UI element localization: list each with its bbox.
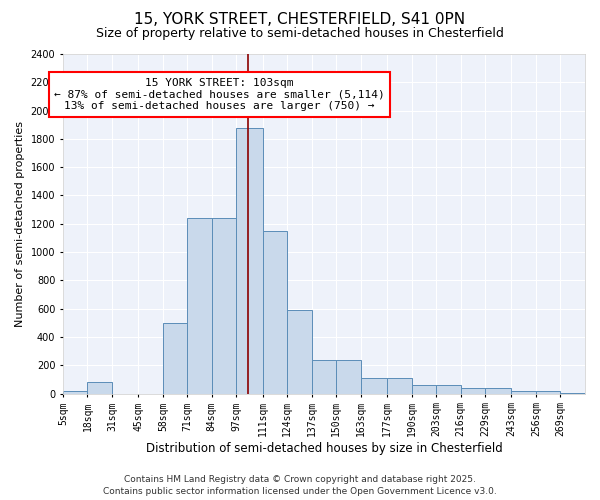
Bar [163, 323, 187, 394]
Text: Contains HM Land Registry data © Crown copyright and database right 2025.
Contai: Contains HM Land Registry data © Crown c… [103, 475, 497, 496]
Bar [212, 218, 236, 394]
Bar [436, 385, 461, 394]
Bar [63, 390, 88, 394]
Bar [536, 390, 560, 394]
Bar [236, 128, 263, 394]
Bar [485, 388, 511, 394]
Bar [287, 310, 312, 394]
Y-axis label: Number of semi-detached properties: Number of semi-detached properties [15, 121, 25, 327]
Text: 15 YORK STREET: 103sqm
← 87% of semi-detached houses are smaller (5,114)
13% of : 15 YORK STREET: 103sqm ← 87% of semi-det… [54, 78, 385, 111]
Text: Size of property relative to semi-detached houses in Chesterfield: Size of property relative to semi-detach… [96, 28, 504, 40]
Bar [560, 393, 585, 394]
Bar [312, 360, 336, 394]
Bar [88, 382, 112, 394]
Bar [387, 378, 412, 394]
Bar [336, 360, 361, 394]
Bar [263, 231, 287, 394]
Bar [361, 378, 387, 394]
Text: 15, YORK STREET, CHESTERFIELD, S41 0PN: 15, YORK STREET, CHESTERFIELD, S41 0PN [134, 12, 466, 28]
Bar [187, 218, 212, 394]
Bar [511, 390, 536, 394]
X-axis label: Distribution of semi-detached houses by size in Chesterfield: Distribution of semi-detached houses by … [146, 442, 502, 455]
Bar [461, 388, 485, 394]
Bar [412, 385, 436, 394]
